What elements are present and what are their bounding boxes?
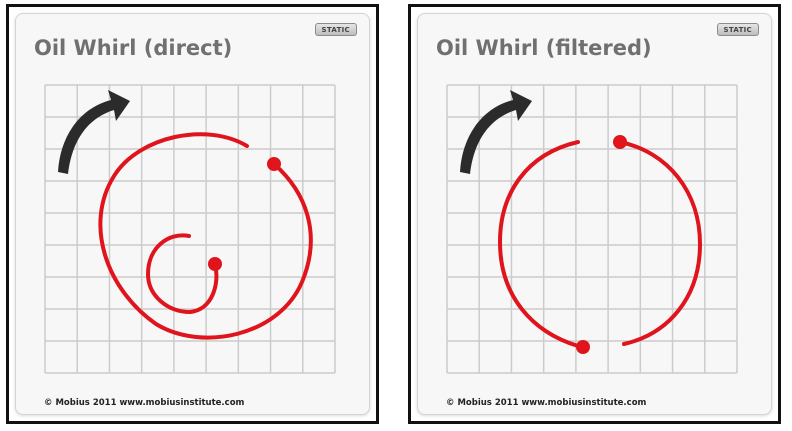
copyright-text: © Mobius 2011 www.mobiusinstitute.com <box>446 398 647 408</box>
grid <box>44 84 336 374</box>
orbit-card-filtered: STATIC Oil Whirl (filtered) © Mobius 201… <box>417 13 772 415</box>
panel-filtered: STATIC Oil Whirl (filtered) © Mobius 201… <box>408 4 781 424</box>
panel-title: Oil Whirl (direct) <box>34 36 233 60</box>
panel-direct: STATIC Oil Whirl (direct) © Mobius 2011 … <box>6 4 379 424</box>
grid <box>446 84 738 374</box>
end-marker-dot <box>208 257 222 271</box>
orbit-plot-direct <box>44 84 336 374</box>
start-marker-dot <box>613 135 627 149</box>
orbit-trace-inner-loop <box>145 233 219 315</box>
orbit-trace-left-arc <box>497 140 580 348</box>
orbit-trace <box>98 132 313 340</box>
panel-title: Oil Whirl (filtered) <box>436 36 652 60</box>
orbit-plot-filtered <box>446 84 738 374</box>
orbit-card-direct: STATIC Oil Whirl (direct) © Mobius 2011 … <box>15 13 370 415</box>
end-marker-dot <box>576 340 590 354</box>
static-badge[interactable]: STATIC <box>314 23 357 36</box>
rotation-direction-arrow-icon <box>58 90 130 174</box>
orbit-trace-right-arc <box>618 140 703 346</box>
rotation-direction-arrow-icon <box>460 90 532 174</box>
static-badge[interactable]: STATIC <box>716 23 759 36</box>
start-marker-dot <box>267 157 281 171</box>
copyright-text: © Mobius 2011 www.mobiusinstitute.com <box>44 398 245 408</box>
